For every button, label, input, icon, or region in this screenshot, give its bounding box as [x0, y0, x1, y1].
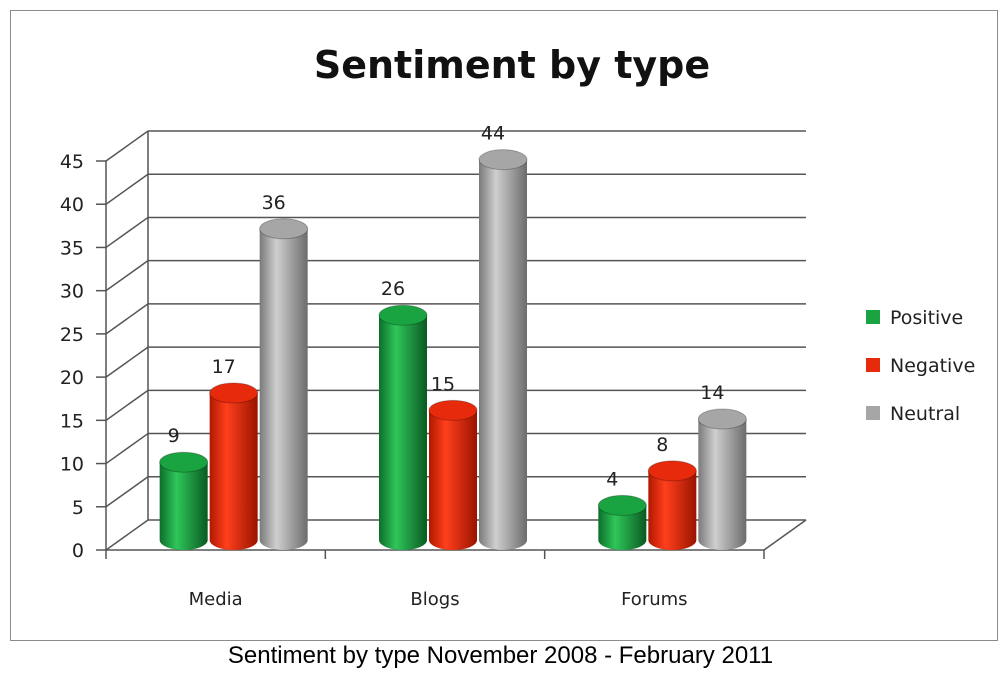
gridline-depth	[105, 216, 149, 249]
y-tick-label: 30	[60, 281, 84, 303]
gridline-depth	[105, 173, 149, 205]
gridline-depth	[105, 260, 149, 292]
data-label: 26	[381, 278, 405, 300]
y-tick-label: 25	[60, 324, 84, 346]
bar-top	[697, 408, 747, 430]
bars	[159, 149, 747, 551]
bar-media-neutral	[259, 218, 309, 551]
bar-top	[159, 451, 209, 473]
bar-top	[647, 460, 697, 482]
data-label: 8	[656, 434, 668, 456]
legend-label-negative: Negative	[890, 355, 975, 377]
x-category-label: Media	[189, 589, 243, 610]
bar-top	[597, 494, 647, 516]
bar-forums-negative	[647, 460, 697, 550]
bar-top	[478, 149, 528, 171]
bar-body	[648, 470, 697, 550]
bar-body	[429, 410, 477, 550]
bar-body	[479, 159, 527, 550]
data-label: 44	[481, 123, 505, 145]
y-tick-label: 10	[60, 454, 84, 476]
legend: Positive Negative Neutral	[866, 307, 975, 425]
gridline-depth	[105, 519, 149, 551]
bar-body	[159, 462, 208, 550]
y-axis: 0 5 10 15 20 25 30 35 40 45	[60, 151, 807, 562]
bar-media-negative	[209, 382, 259, 550]
data-label: 9	[168, 425, 180, 447]
data-label: 4	[606, 468, 618, 490]
y-tick-label: 5	[72, 497, 84, 519]
bar-body	[598, 505, 647, 550]
bar-top	[428, 399, 478, 421]
bar-body	[379, 315, 427, 550]
legend-label-neutral: Neutral	[890, 403, 960, 425]
x-category-label: Blogs	[410, 589, 459, 610]
gridline-depth	[105, 389, 149, 421]
data-label: 36	[262, 192, 286, 214]
bar-top	[209, 382, 259, 404]
bar-media-positive	[159, 451, 209, 550]
y-tick-label: 20	[60, 367, 84, 389]
gridline-depth	[105, 346, 149, 378]
data-label: 17	[212, 356, 236, 378]
legend-swatch-neutral	[866, 406, 880, 420]
bar-blogs-negative	[428, 399, 478, 550]
bar-body	[209, 393, 258, 550]
y-tick-label: 15	[60, 410, 84, 432]
data-label: 14	[700, 382, 724, 404]
legend-label-positive: Positive	[890, 307, 963, 329]
y-tick-label: 45	[60, 151, 84, 173]
figure-caption: Sentiment by type November 2008 - Februa…	[227, 642, 774, 669]
gridline-depth	[105, 303, 149, 335]
legend-swatch-negative	[866, 358, 880, 372]
bar-blogs-positive	[378, 304, 428, 550]
bar-forums-positive	[597, 494, 647, 550]
gridline-depth	[105, 130, 149, 162]
bar-top	[259, 218, 309, 240]
y-tick-label: 35	[60, 237, 84, 259]
gridline-depth	[105, 476, 149, 508]
bar-body	[259, 228, 308, 551]
y-tick-label: 40	[60, 194, 84, 216]
gridline-depth	[105, 432, 149, 465]
bar-body	[698, 418, 747, 550]
data-label: 15	[431, 373, 455, 395]
y-tick-label: 0	[72, 540, 84, 562]
bar-top	[378, 304, 428, 326]
x-axis-categories: Media Blogs Forums	[189, 589, 688, 610]
floor-edge	[763, 519, 807, 551]
bar-forums-neutral	[697, 408, 747, 550]
x-category-label: Forums	[621, 589, 687, 610]
legend-swatch-positive	[866, 310, 880, 324]
bar-blogs-neutral	[478, 149, 528, 550]
chart-title: Sentiment by type	[314, 43, 710, 87]
